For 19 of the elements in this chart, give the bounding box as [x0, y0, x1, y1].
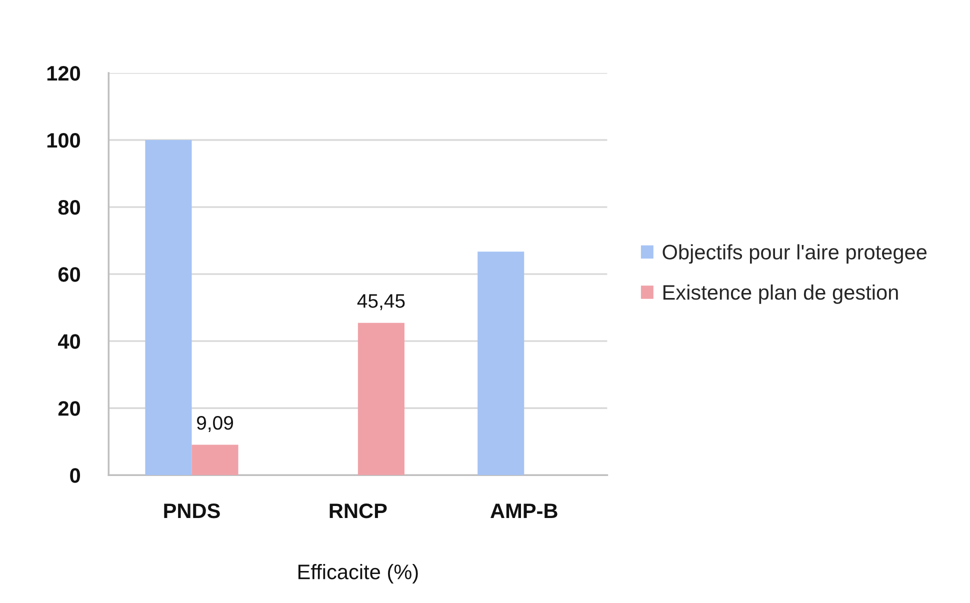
legend-label: Objectifs pour l'aire protegee: [662, 244, 927, 264]
y-tick-label: 100: [47, 133, 80, 148]
y-tick-label: 20: [58, 401, 80, 416]
bar: [358, 322, 404, 476]
data-label: 9,09: [196, 416, 234, 432]
bar: [478, 252, 524, 476]
y-tick-label: 40: [58, 334, 80, 349]
y-tick-label: 120: [47, 66, 80, 81]
y-tick-label: 0: [70, 468, 80, 483]
x-axis-title: Efficacite (%): [298, 564, 418, 584]
bar: [192, 444, 238, 476]
x-tick-label: RNCP: [330, 503, 387, 518]
y-tick-label: 80: [58, 200, 80, 215]
x-tick-label: PNDS: [164, 503, 220, 518]
x-tick-label: AMP-B: [490, 504, 558, 518]
bar: [145, 140, 192, 476]
data-label: 45,45: [357, 294, 405, 310]
legend-label: Existence plan de gestion: [663, 284, 898, 304]
y-tick-label: 60: [58, 267, 80, 282]
